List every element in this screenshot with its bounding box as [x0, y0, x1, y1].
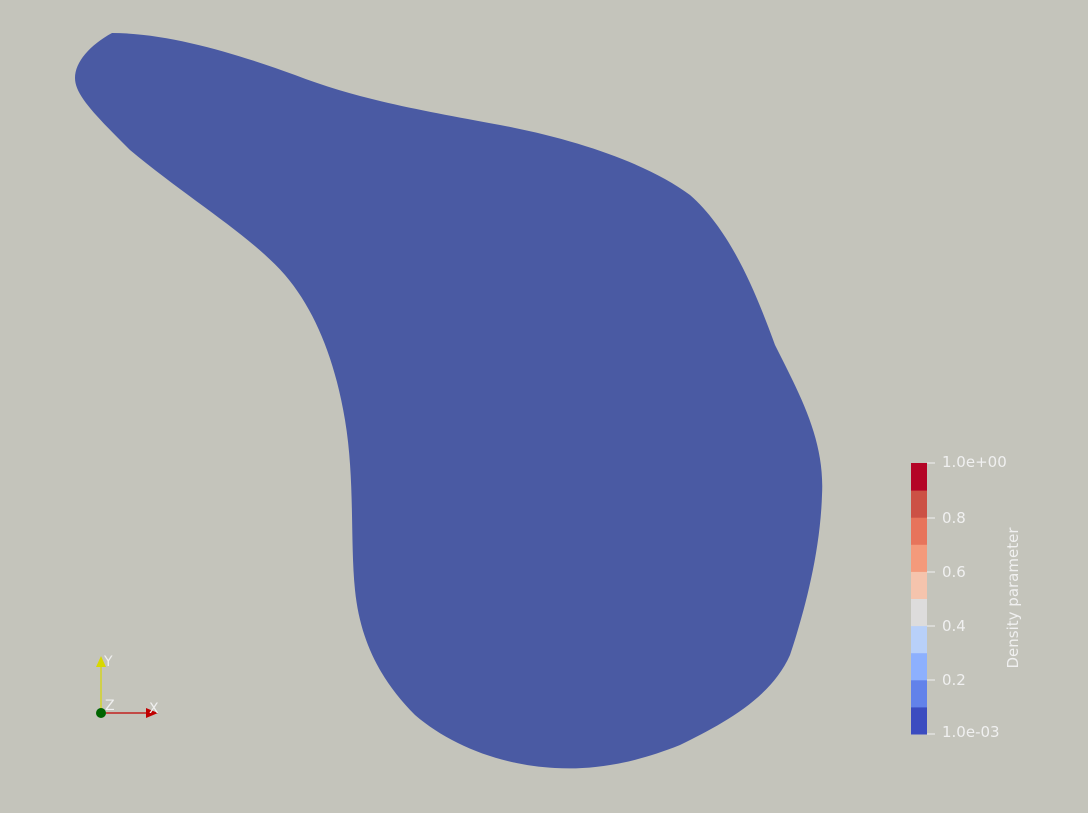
colorbar-tick-0.4: 0.4 — [942, 617, 966, 635]
colorbar-swatch — [911, 706, 927, 735]
z-axis-marker — [96, 708, 106, 718]
colorbar-tick-0.6: 0.6 — [942, 563, 966, 581]
colorbar-swatch — [911, 652, 927, 681]
colorbar-tick-0.8: 0.8 — [942, 509, 966, 527]
colorbar-swatch — [911, 490, 927, 518]
orientation-axes — [96, 656, 158, 718]
mesh-domain[interactable] — [75, 33, 823, 769]
y-axis-label: Y — [104, 654, 113, 670]
colorbar-swatch — [911, 679, 927, 708]
y-axis-arrowhead — [96, 656, 106, 667]
colorbar-swatch — [911, 463, 927, 491]
x-axis-label: X — [149, 701, 159, 717]
colorbar-swatch — [911, 625, 927, 654]
x-axis-arrowhead — [146, 708, 158, 718]
colorbar-swatch — [911, 571, 927, 599]
colorbar-tick-0.2: 0.2 — [942, 671, 966, 689]
colorbar-min-label: 1.0e-03 — [942, 723, 1000, 741]
colorbar-swatch — [911, 544, 927, 572]
colorbar-max-label: 1.0e+00 — [942, 453, 1007, 471]
z-axis-label: Z — [105, 698, 115, 714]
colorbar-title: Density parameter — [1004, 527, 1022, 669]
colorbar — [911, 462, 935, 735]
colorbar-swatch — [911, 517, 927, 545]
colorbar-swatch — [911, 598, 927, 627]
